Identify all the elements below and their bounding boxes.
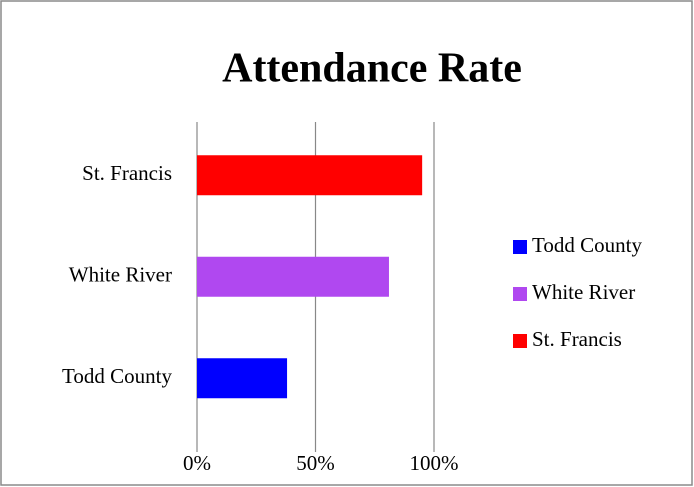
legend-swatch [513, 240, 527, 254]
y-tick-label: St. Francis [82, 161, 172, 185]
legend-swatch [513, 287, 527, 301]
legend-swatch [513, 334, 527, 348]
x-tick-label: 100% [410, 451, 459, 475]
y-tick-label: Todd County [62, 364, 172, 388]
bar [197, 155, 423, 196]
x-tick-label: 0% [183, 451, 211, 475]
x-tick-label: 50% [296, 451, 335, 475]
bar [197, 358, 288, 399]
legend-label: Todd County [532, 233, 642, 257]
bar [197, 256, 389, 297]
legend-label: St. Francis [532, 327, 622, 351]
legend-label: White River [532, 280, 635, 304]
chart-title: Attendance Rate [222, 46, 522, 92]
y-tick-label: White River [69, 263, 172, 287]
